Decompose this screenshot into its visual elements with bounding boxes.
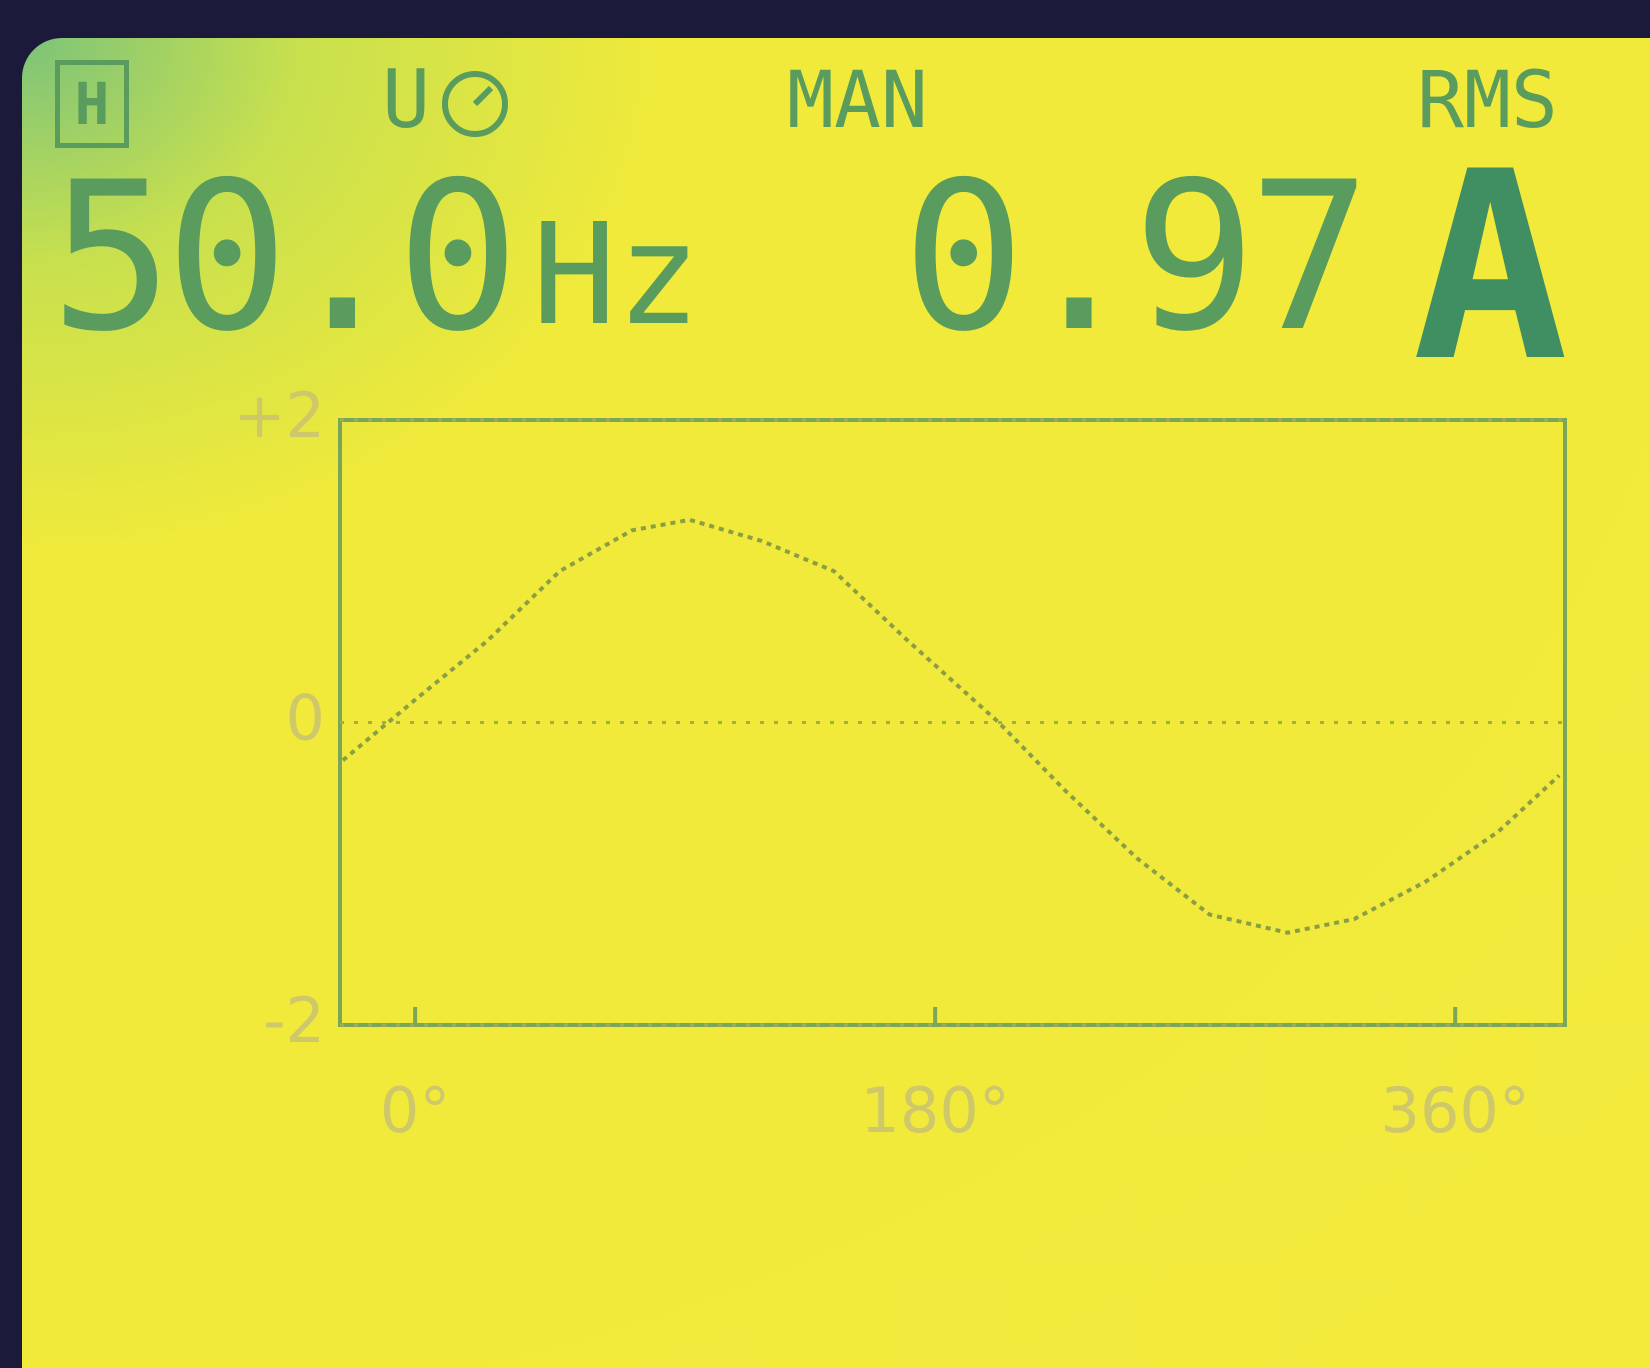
waveform-chart: +2 0 -2 0° 180° 360° [0,0,1650,1351]
y-tick-label: 0 [286,682,325,755]
x-tick-label: 180° [860,1074,1009,1147]
y-tick-label: +2 [234,379,325,452]
page: H U MAN RMS 50.0 Hz 0.97 A +20-20°180°36… [0,0,1650,1351]
x-tick-label: 0° [380,1074,450,1147]
x-tick-label: 360° [1381,1074,1530,1147]
y-tick-label: -2 [263,984,325,1057]
waveform [343,520,1559,933]
